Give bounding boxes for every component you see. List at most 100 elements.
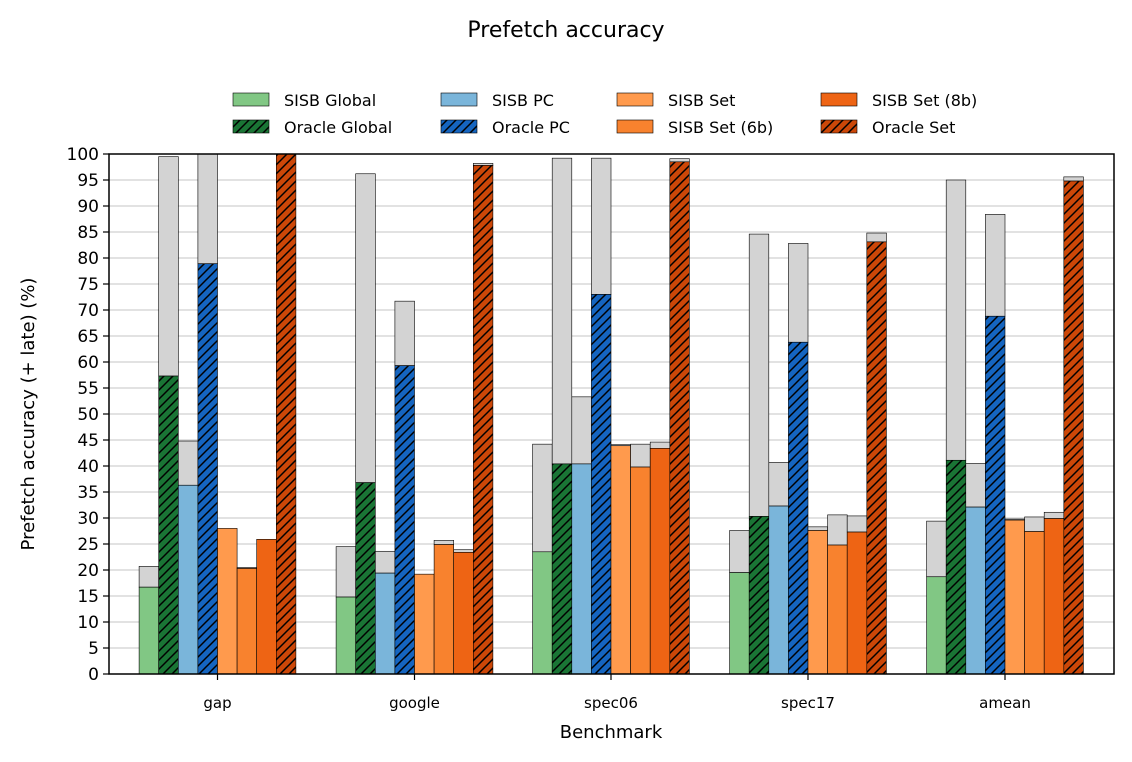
y-axis-ticks: 0 5 10 15 20 25 30 35 40 45 50 55 60 65 70 75 80 85 90 95 10…: [67, 145, 109, 685]
legend: SISB Global Oracle Global SISB PC Oracle PC…: [232, 91, 977, 137]
bar: [532, 551, 553, 675]
bar: [807, 530, 828, 675]
bar-hatch: [1063, 181, 1084, 675]
y-tick-label: 50: [77, 405, 99, 425]
y-tick-label: 85: [77, 223, 99, 243]
late-bar: [748, 233, 770, 517]
y-axis-label: Prefetch accuracy (+ late) (%): [18, 278, 39, 551]
late-bar: [729, 530, 750, 573]
bar: [610, 445, 631, 675]
late-bar: [649, 441, 671, 449]
bar-hatch: [197, 263, 218, 674]
legend-swatch-hatch: [441, 120, 477, 133]
x-tick-label: spec17: [781, 694, 835, 712]
chart-title: Prefetch accuracy: [467, 18, 664, 43]
late-bar: [591, 157, 612, 295]
bar: [926, 576, 947, 675]
legend-label: SISB Set (8b): [872, 91, 977, 110]
legend-swatch-hatch: [233, 120, 269, 133]
legend-label: SISB Set (6b): [668, 118, 773, 137]
bar-hatch: [552, 463, 572, 674]
late-bar: [394, 300, 415, 366]
bar: [768, 505, 789, 675]
late-bar: [866, 232, 887, 243]
y-tick-label: 100: [67, 145, 99, 165]
late-bar: [551, 157, 573, 465]
y-tick-label: 60: [77, 353, 99, 373]
late-bar: [807, 526, 828, 531]
bar: [217, 528, 238, 675]
bar-hatch: [158, 376, 179, 674]
legend-label: Oracle Set: [872, 118, 955, 137]
x-axis-ticks: gap google spec06 spec17 amean: [203, 674, 1031, 712]
legend-label: SISB PC: [492, 91, 554, 110]
late-bar: [630, 443, 651, 468]
late-bar: [788, 243, 809, 343]
bar: [453, 552, 474, 675]
late-bar: [846, 515, 868, 533]
late-bar: [827, 514, 848, 546]
late-bar: [1063, 176, 1084, 182]
bar-hatch: [591, 294, 611, 674]
x-axis-label: Benchmark: [560, 722, 663, 743]
late-bar: [197, 153, 218, 265]
late-bar: [472, 163, 494, 166]
y-tick-label: 55: [77, 379, 99, 399]
late-bar: [532, 443, 553, 553]
y-tick-label: 0: [88, 665, 99, 685]
bar-hatch: [669, 161, 690, 675]
late-bar: [355, 173, 376, 483]
bar: [965, 506, 986, 675]
y-tick-label: 25: [77, 535, 99, 555]
bar: [1004, 519, 1025, 675]
bar: [827, 544, 848, 675]
bar: [571, 463, 592, 675]
y-tick-label: 45: [77, 431, 99, 451]
y-tick-label: 10: [77, 613, 99, 633]
bar: [178, 484, 199, 675]
late-bar: [453, 549, 474, 553]
late-bar: [138, 566, 160, 588]
bars: [138, 153, 1084, 675]
y-tick-label: 15: [77, 587, 99, 607]
late-bar: [1024, 516, 1045, 532]
late-bar: [158, 156, 179, 377]
bar: [138, 586, 160, 675]
y-tick-label: 75: [77, 275, 99, 295]
late-bar: [669, 158, 690, 163]
bar: [846, 531, 868, 675]
x-tick-label: spec06: [584, 694, 638, 712]
bar-hatch: [355, 482, 376, 674]
y-tick-label: 65: [77, 327, 99, 347]
legend-swatch-hatch: [821, 120, 857, 133]
late-bar: [945, 179, 967, 461]
bar-hatch: [749, 516, 769, 674]
bar: [433, 544, 455, 675]
legend-swatch: [616, 119, 654, 134]
late-bar: [178, 440, 199, 486]
x-tick-label: google: [389, 694, 440, 712]
bar: [649, 448, 671, 675]
bar-hatch: [276, 154, 296, 674]
bar-hatch: [946, 460, 966, 674]
bar: [729, 572, 750, 675]
legend-label: SISB Set: [668, 91, 735, 110]
late-bar: [335, 546, 357, 598]
bar: [335, 596, 357, 675]
legend-label: SISB Global: [284, 91, 376, 110]
late-bar: [965, 463, 986, 508]
late-bar: [571, 396, 592, 465]
late-bar: [768, 462, 789, 507]
y-tick-label: 5: [88, 639, 99, 659]
legend-label: Oracle Global: [284, 118, 392, 137]
bar: [414, 573, 435, 675]
bar: [256, 539, 277, 675]
bar-hatch: [473, 165, 493, 674]
late-bar: [1043, 511, 1065, 519]
bar: [1024, 531, 1045, 675]
y-tick-label: 70: [77, 301, 99, 321]
y-tick-label: 90: [77, 197, 99, 217]
y-tick-label: 35: [77, 483, 99, 503]
bar-hatch: [394, 365, 415, 674]
